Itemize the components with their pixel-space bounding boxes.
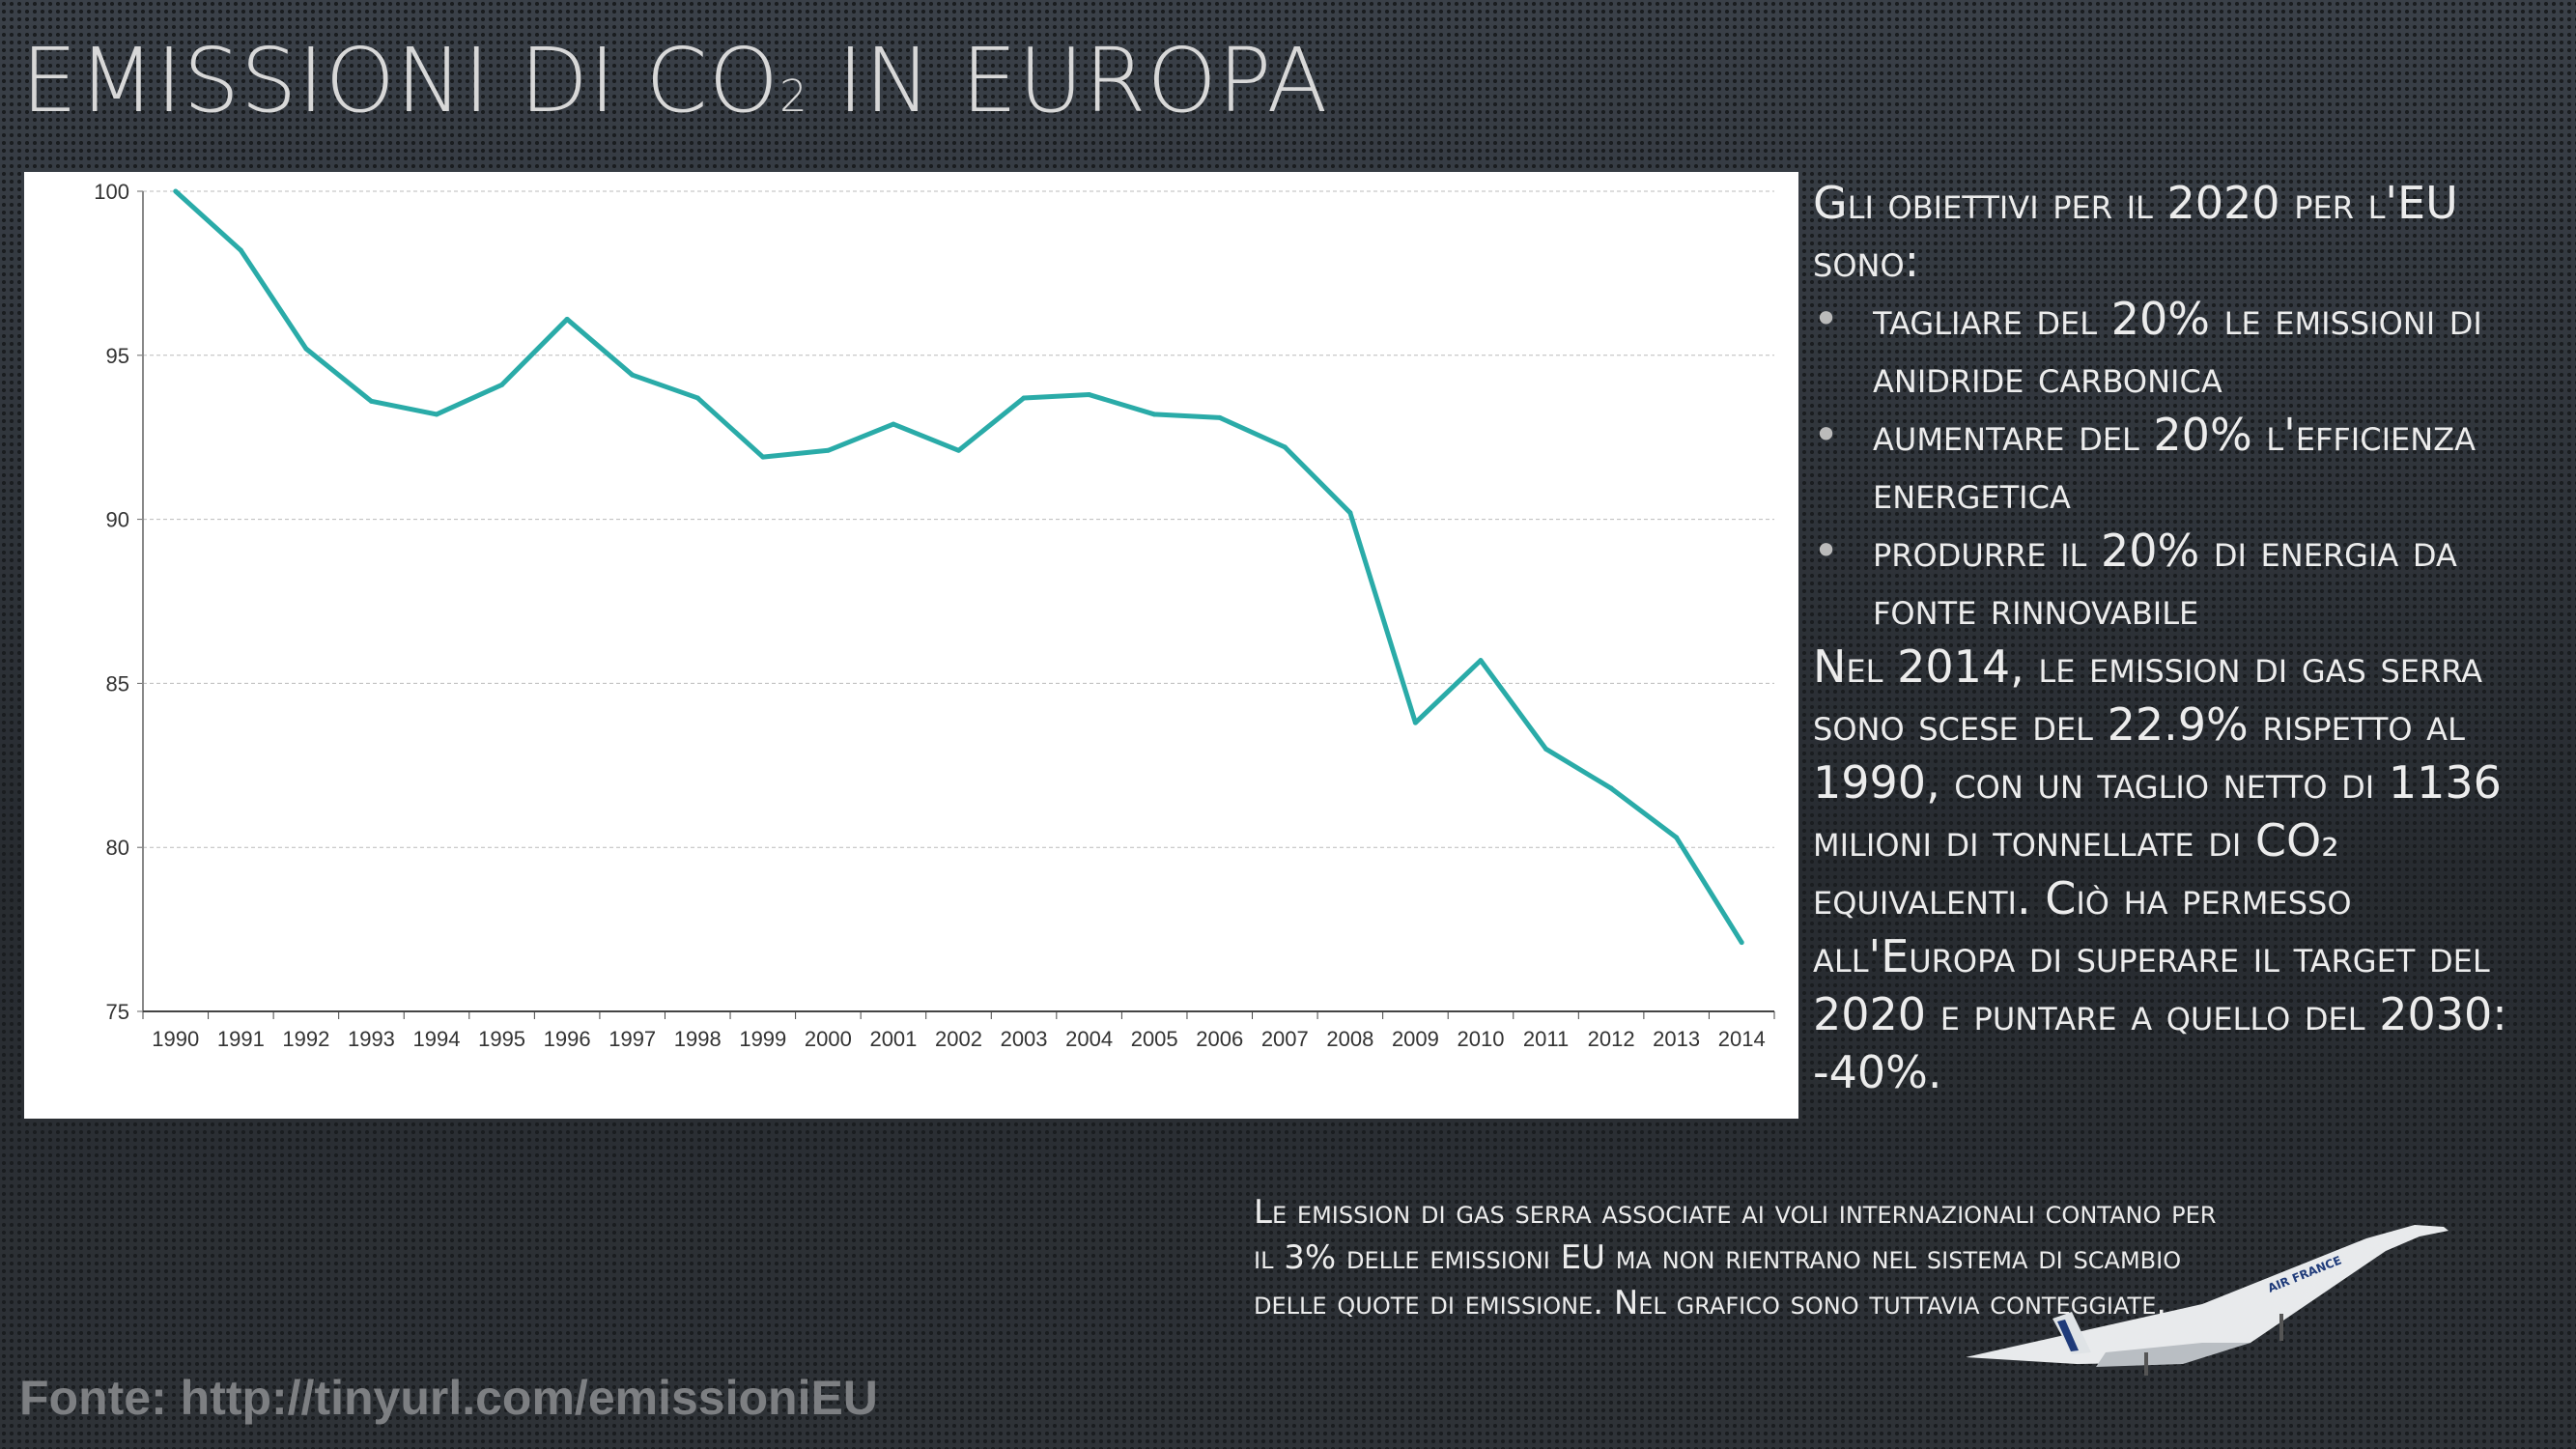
x-tick-label: 2009	[1392, 1027, 1439, 1051]
data-point	[891, 421, 896, 427]
x-tick-label: 2013	[1653, 1027, 1700, 1051]
data-point	[564, 316, 570, 322]
data-point	[303, 346, 309, 352]
x-tick-label: 1995	[478, 1027, 525, 1051]
y-tick-label: 85	[106, 671, 129, 696]
data-point	[368, 398, 374, 404]
chart-panel: 75 80 85 90 95 100 1990 1991 1992 1993 1994 1995 199…	[24, 172, 1798, 1119]
objectives-text: Gli obiettivi per il 2020 per l'EU sono:…	[1813, 174, 2566, 1101]
x-tick-label: 1994	[413, 1027, 461, 1051]
y-tick-label: 75	[106, 1000, 129, 1024]
data-point	[1021, 395, 1027, 401]
data-point	[1543, 746, 1549, 752]
y-tick-label: 100	[94, 180, 129, 204]
source-link[interactable]: Fonte: http://tinyurl.com/emissioniEU	[19, 1371, 878, 1425]
x-tick-label: 1999	[739, 1027, 786, 1051]
data-point	[1674, 835, 1680, 840]
objective-item: tagliare del 20% le emissioni di anidrid…	[1813, 290, 2566, 406]
x-tick-label: 2002	[935, 1027, 982, 1051]
x-tick-label: 2014	[1718, 1027, 1766, 1051]
x-tick-label: 1990	[152, 1027, 199, 1051]
emissions-series-line	[174, 189, 1744, 945]
page-title: EMISSIONI DI CO2 IN EUROPA	[21, 29, 1329, 132]
objectives-list: tagliare del 20% le emissioni di anidrid…	[1813, 290, 2566, 638]
x-tick-label: 2003	[1001, 1027, 1048, 1051]
data-point	[825, 447, 831, 453]
x-tick-label: 2008	[1326, 1027, 1373, 1051]
x-tick-label: 2010	[1458, 1027, 1505, 1051]
data-point	[1217, 414, 1223, 420]
y-tick-label: 95	[106, 344, 129, 368]
data-point	[1151, 412, 1157, 417]
data-point	[956, 447, 961, 453]
x-tick-label: 2005	[1131, 1027, 1178, 1051]
x-tick-label: 2007	[1261, 1027, 1309, 1051]
x-tick-label: 2004	[1065, 1027, 1113, 1051]
emissions-line-chart: 75 80 85 90 95 100 1990 1991 1992 1993 1994 1995 199…	[94, 180, 1775, 1051]
data-point	[434, 412, 439, 417]
objective-item: produrre il 20% di energia da fonte rinn…	[1813, 522, 2566, 638]
concorde-plane-image: AIR FRANCE	[1966, 1225, 2449, 1376]
x-tick-label: 1991	[217, 1027, 265, 1051]
x-tick-label: 1993	[348, 1027, 395, 1051]
x-tick-label: 2012	[1588, 1027, 1635, 1051]
x-tick-label: 1998	[674, 1027, 722, 1051]
x-tick-label: 2011	[1523, 1027, 1569, 1051]
data-point	[173, 188, 179, 194]
data-point	[238, 247, 243, 253]
x-tick-label: 2000	[805, 1027, 852, 1051]
data-point	[1412, 720, 1418, 725]
x-tick-label: 1996	[544, 1027, 591, 1051]
data-point	[630, 372, 636, 378]
data-point	[1608, 785, 1614, 791]
flights-note: Le emission di gas serra associate ai vo…	[1254, 1193, 2217, 1322]
data-point	[1347, 510, 1353, 516]
data-point	[499, 382, 505, 387]
x-tick-label: 1997	[609, 1027, 656, 1051]
data-point	[1739, 940, 1744, 946]
objective-item: aumentare del 20% l'efficienza energetic…	[1813, 406, 2566, 522]
data-point	[1282, 444, 1288, 450]
data-point	[760, 454, 766, 460]
x-tick-label: 2001	[869, 1027, 917, 1051]
x-tick-label: 2006	[1196, 1027, 1243, 1051]
data-point	[694, 395, 700, 401]
data-point	[1478, 658, 1484, 664]
objectives-intro: Gli obiettivi per il 2020 per l'EU sono:	[1813, 177, 2458, 287]
results-paragraph: Nel 2014, le emission di gas serra sono …	[1813, 640, 2507, 1098]
data-point	[1087, 392, 1092, 398]
x-tick-label: 1992	[282, 1027, 329, 1051]
y-tick-label: 90	[106, 508, 129, 532]
y-tick-label: 80	[106, 836, 129, 860]
